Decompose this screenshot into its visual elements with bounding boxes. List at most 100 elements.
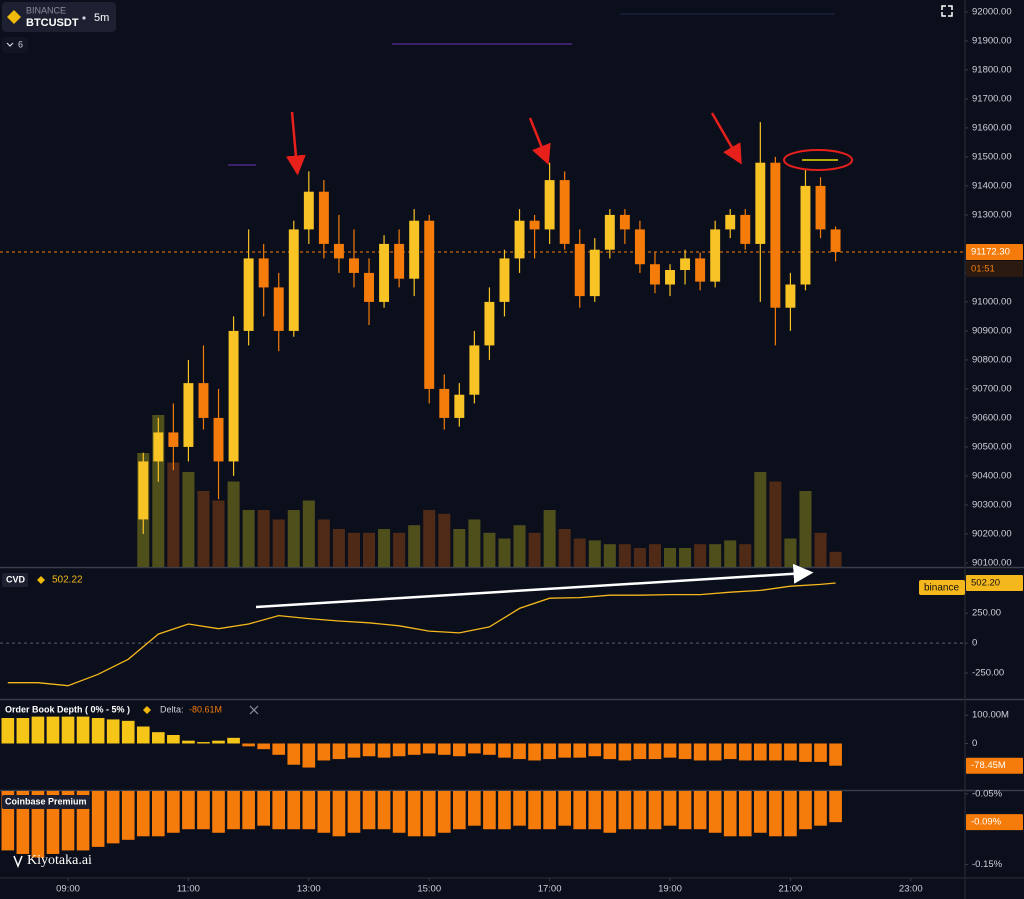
- volume-bar: [393, 532, 406, 567]
- candle-body: [559, 180, 570, 244]
- candle-body: [665, 270, 675, 285]
- bar: [588, 791, 602, 830]
- bar: [437, 743, 451, 755]
- red-ellipse: [783, 149, 853, 171]
- volume-bar: [739, 544, 752, 567]
- bar: [377, 743, 391, 758]
- bar: [287, 791, 301, 830]
- volume-bar: [573, 538, 586, 567]
- volume-bar: [363, 532, 376, 567]
- bar: [152, 791, 165, 837]
- bar: [347, 743, 361, 758]
- bar: [588, 743, 602, 757]
- bar: [453, 791, 466, 830]
- candle-body: [710, 229, 721, 282]
- bar: [136, 791, 150, 837]
- volume-bar: [438, 513, 451, 567]
- candle-body: [258, 258, 269, 288]
- bar: [317, 791, 331, 833]
- hide-icon[interactable]: [249, 705, 259, 715]
- bar: [799, 743, 812, 762]
- exchange-name: BINANCE: [26, 5, 66, 15]
- source-icon: [37, 576, 45, 584]
- bar: [573, 791, 587, 830]
- bar: [738, 743, 752, 761]
- volume-bar: [588, 540, 601, 567]
- cvd-legend-value: 502.22: [52, 575, 83, 586]
- fullscreen-button[interactable]: [941, 5, 953, 17]
- bar: [528, 743, 541, 761]
- y-tick-label: 0: [972, 738, 977, 749]
- last-value-label: 502.20: [971, 577, 1000, 588]
- volume-bar: [257, 510, 270, 567]
- bar: [784, 743, 797, 761]
- bar: [287, 743, 301, 765]
- bar: [182, 791, 195, 830]
- bar: [633, 743, 647, 760]
- volume-bar: [182, 472, 195, 567]
- volume-bar: [347, 532, 360, 567]
- volume-bar: [664, 548, 677, 567]
- volume-bar: [423, 510, 436, 567]
- bar: [708, 743, 722, 761]
- candle-body: [529, 220, 540, 230]
- candle-body: [484, 301, 495, 346]
- bar: [573, 743, 587, 758]
- bar: [437, 791, 451, 833]
- indicator-toggle[interactable]: 6: [2, 37, 28, 53]
- delta-value: -80.61M: [189, 704, 222, 714]
- y-tick-label: 91300.00: [972, 209, 1012, 220]
- bar: [61, 716, 75, 744]
- candle-body: [544, 180, 555, 230]
- volume-bar: [829, 551, 842, 567]
- volume-bar: [694, 544, 707, 567]
- bar: [317, 743, 331, 761]
- bar: [558, 743, 571, 758]
- bar: [197, 742, 210, 744]
- candle-body: [439, 388, 450, 418]
- bar: [738, 791, 752, 837]
- volume-bar: [287, 510, 300, 567]
- red-arrow: [285, 111, 306, 176]
- interval: 5m: [94, 12, 109, 24]
- legend-box: [2, 795, 90, 809]
- symbol-header[interactable]: BINANCE BTCUSDT 5m: [2, 2, 116, 32]
- bar: [302, 791, 316, 830]
- last-value-label: -78.45M: [971, 760, 1006, 771]
- bar: [121, 720, 135, 744]
- bar: [227, 791, 240, 830]
- bar: [362, 743, 376, 757]
- last-value-box: [966, 574, 1023, 591]
- candle-body: [424, 220, 435, 389]
- bar: [422, 791, 436, 837]
- y-tick-label: 90100.00: [972, 557, 1012, 568]
- bar: [407, 743, 421, 755]
- candle-body: [800, 185, 811, 285]
- bar: [167, 734, 180, 744]
- candle-body: [469, 345, 480, 395]
- volume-bar: [558, 529, 571, 567]
- bar: [693, 743, 707, 761]
- bar: [302, 743, 316, 768]
- bar: [106, 791, 120, 844]
- bar: [212, 740, 225, 744]
- y-tick-label: 91700.00: [972, 93, 1012, 104]
- bar: [91, 718, 105, 744]
- bar: [121, 791, 135, 840]
- candle-body: [785, 284, 796, 308]
- bar: [422, 743, 436, 754]
- candle-body: [589, 249, 600, 297]
- premium-title: Coinbase Premium: [5, 796, 87, 806]
- candle-body: [273, 287, 284, 331]
- chevron: [6, 42, 14, 47]
- bar: [16, 718, 30, 744]
- candle-body: [318, 191, 329, 244]
- bar: [46, 716, 60, 744]
- bar: [498, 791, 511, 830]
- symbol-name: BTCUSDT: [26, 17, 79, 29]
- bar: [618, 743, 632, 761]
- candle-body: [198, 383, 209, 418]
- bar: [257, 743, 270, 750]
